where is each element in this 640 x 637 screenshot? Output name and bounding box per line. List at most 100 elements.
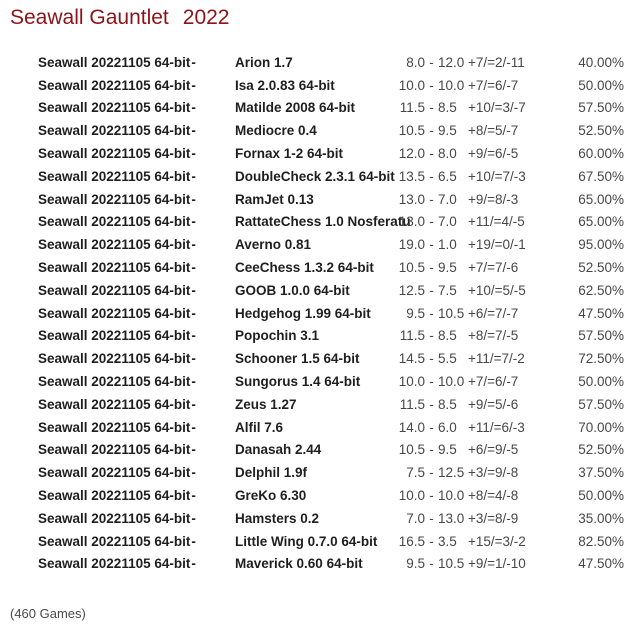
player-engine-name: Seawall 20221105 64-bit- [38,328,196,344]
player-engine-name: Seawall 20221105 64-bit- [38,77,196,93]
score-for: 16.5 [398,533,425,549]
score-against: 1.0 [438,237,457,253]
player-opponent-separator: - [191,260,196,276]
score-separator: - [429,168,434,184]
player-opponent-separator: - [191,419,196,435]
opponent-engine-name: Zeus 1.27 [235,396,297,412]
win-draw-loss: +7/=2/-11 [468,54,525,70]
score-separator: - [429,146,434,162]
score-for: 8.0 [406,54,425,70]
score-for: 10.0 [398,488,425,504]
score-against: 3.5 [438,533,457,549]
score-against: 8.5 [438,100,457,116]
score-percentage: 57.50% [578,396,624,412]
score-against: 10.5 [438,305,465,321]
result-row: Seawall 20221105 64-bit- Schooner 1.5 64… [0,347,640,370]
player-engine-name: Seawall 20221105 64-bit- [38,510,196,526]
score-for: 7.5 [406,465,425,481]
opponent-engine-name: Maverick 0.60 64-bit [235,556,363,572]
score-percentage: 52.50% [578,260,624,276]
score-separator: - [429,100,434,116]
opponent-engine-name: Arion 1.7 [235,54,293,70]
games-count-label: (460 Games) [10,606,86,621]
opponent-engine-name: Delphil 1.9f [235,465,308,481]
opponent-engine-name: Sungorus 1.4 64-bit [235,374,361,390]
win-draw-loss: +11/=6/-3 [468,419,525,435]
score-separator: - [429,442,434,458]
win-draw-loss: +9/=8/-3 [468,191,519,207]
win-draw-loss: +8/=7/-5 [468,328,519,344]
opponent-engine-name: Fornax 1-2 64-bit [235,146,344,162]
opponent-engine-name: Schooner 1.5 64-bit [235,351,360,367]
player-opponent-separator: - [191,465,196,481]
score-separator: - [429,237,434,253]
player-engine-name: Seawall 20221105 64-bit- [38,305,196,321]
score-against: 10.0 [438,374,465,390]
result-row: Seawall 20221105 64-bit- Delphil 1.9f 7.… [0,461,640,484]
title-text: Seawall Gauntlet [10,6,169,29]
score-against: 7.5 [438,282,457,298]
score-for: 11.5 [399,328,425,344]
win-draw-loss: +7/=7/-6 [468,260,519,276]
result-row: Seawall 20221105 64-bit- Little Wing 0.7… [0,530,640,553]
win-draw-loss: +8/=5/-7 [468,123,519,139]
score-against: 8.5 [438,396,457,412]
result-row: Seawall 20221105 64-bit- GOOB 1.0.0 64-b… [0,279,640,302]
player-engine-name: Seawall 20221105 64-bit- [38,556,196,572]
opponent-engine-name: Matilde 2008 64-bit [235,100,356,116]
score-percentage: 70.00% [578,419,624,435]
player-opponent-separator: - [191,123,196,139]
opponent-engine-name: Mediocre 0.4 [235,123,317,139]
result-row: Seawall 20221105 64-bit- RattateChess 1.… [0,211,640,234]
score-against: 9.5 [438,442,457,458]
player-engine-name: Seawall 20221105 64-bit- [38,533,196,549]
player-opponent-separator: - [191,146,196,162]
result-row: Seawall 20221105 64-bit- Averno 0.81 19.… [0,233,640,256]
result-row: Seawall 20221105 64-bit- Hedgehog 1.99 6… [0,302,640,325]
score-for: 11.5 [399,100,425,116]
player-opponent-separator: - [191,282,196,298]
win-draw-loss: +11/=7/-2 [468,351,525,367]
win-draw-loss: +8/=4/-8 [468,488,519,504]
score-separator: - [429,123,434,139]
player-opponent-separator: - [191,168,196,184]
score-separator: - [429,191,434,207]
opponent-engine-name: Danasah 2.44 [235,442,322,458]
player-engine-name: Seawall 20221105 64-bit- [38,168,196,184]
result-row: Seawall 20221105 64-bit- DoubleCheck 2.3… [0,165,640,188]
score-percentage: 52.50% [578,442,624,458]
opponent-engine-name: Little Wing 0.7.0 64-bit [235,533,378,549]
player-opponent-separator: - [191,77,196,93]
score-against: 13.0 [438,510,465,526]
score-percentage: 57.50% [578,100,624,116]
player-opponent-separator: - [191,305,196,321]
score-for: 13.5 [398,168,425,184]
opponent-engine-name: GreKo 6.30 [235,488,307,504]
score-percentage: 40.00% [578,54,624,70]
opponent-engine-name: GOOB 1.0.0 64-bit [235,282,350,298]
score-against: 5.5 [438,351,457,367]
score-against: 6.0 [438,419,457,435]
win-draw-loss: +7/=6/-7 [468,374,519,390]
score-percentage: 37.50% [578,465,624,481]
score-for: 13.0 [398,191,425,207]
score-percentage: 50.00% [578,488,624,504]
result-row: Seawall 20221105 64-bit- Fornax 1-2 64-b… [0,142,640,165]
score-separator: - [429,54,434,70]
score-against: 6.5 [438,168,457,184]
score-percentage: 35.00% [578,510,624,526]
result-row: Seawall 20221105 64-bit- Popochin 3.1 11… [0,325,640,348]
score-for: 10.5 [398,260,425,276]
player-opponent-separator: - [191,328,196,344]
opponent-engine-name: Hamsters 0.2 [235,510,320,526]
win-draw-loss: +6/=7/-7 [468,305,519,321]
player-engine-name: Seawall 20221105 64-bit- [38,396,196,412]
score-percentage: 82.50% [578,533,624,549]
score-percentage: 52.50% [578,123,624,139]
player-engine-name: Seawall 20221105 64-bit- [38,282,196,298]
score-separator: - [429,465,434,481]
score-against: 10.0 [438,77,465,93]
score-for: 10.5 [398,123,425,139]
score-percentage: 47.50% [578,556,624,572]
score-percentage: 47.50% [578,305,624,321]
